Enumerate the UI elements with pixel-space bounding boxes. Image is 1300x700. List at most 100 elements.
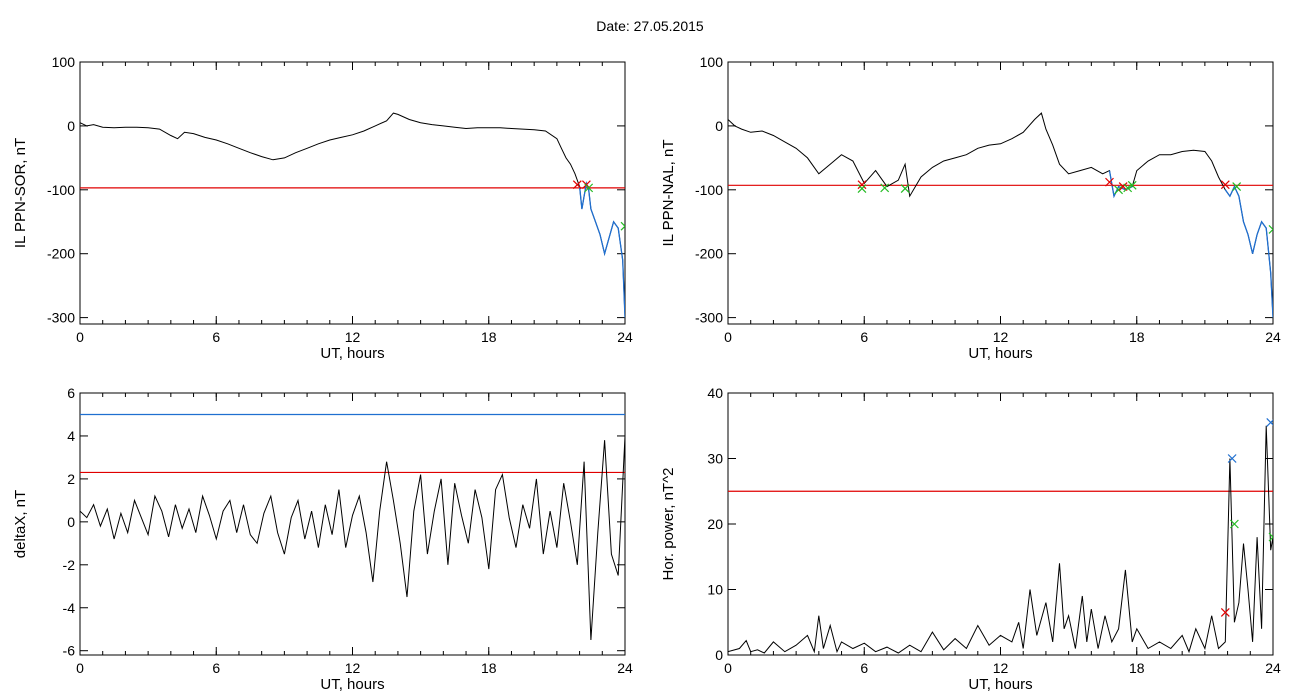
x-tick-label: 6 bbox=[860, 329, 868, 345]
marker-green bbox=[900, 184, 910, 193]
x-tick-label: 24 bbox=[617, 329, 633, 345]
plot-frame bbox=[79, 392, 626, 656]
storm-segment-line bbox=[1224, 185, 1273, 318]
panel-4: 0 6 12 18 24 40 30 20 10 0 UT, hours Hor. power, nT… bbox=[660, 385, 1281, 693]
y-tick-label: 2 bbox=[67, 471, 75, 487]
marker-green bbox=[1229, 519, 1239, 529]
x-tick-label: 12 bbox=[993, 329, 1009, 345]
y-axis-label: deltaX, nT bbox=[12, 490, 29, 558]
y-axis-label: IL PPN-NAL, nT bbox=[660, 140, 677, 247]
x-axis-label: UT, hours bbox=[968, 345, 1032, 362]
x-tick-label: 6 bbox=[212, 660, 220, 676]
y-tick-label: -100 bbox=[695, 182, 723, 198]
x-axis-label: UT, hours bbox=[320, 676, 384, 693]
x-tick-label: 6 bbox=[860, 660, 868, 676]
y-tick-label: 100 bbox=[52, 54, 76, 70]
x-tick-label: 0 bbox=[724, 329, 732, 345]
y-tick-label: 0 bbox=[715, 118, 723, 134]
y-tick-label: -6 bbox=[63, 643, 76, 659]
marker-stroke bbox=[1232, 182, 1242, 192]
x-tick-label: 0 bbox=[724, 660, 732, 676]
marker-red bbox=[857, 180, 867, 190]
series-line bbox=[80, 435, 625, 641]
marker-stroke bbox=[620, 225, 625, 231]
y-tick-label: -2 bbox=[63, 557, 76, 573]
x-tick-label: 18 bbox=[1129, 660, 1145, 676]
y-tick-label: 6 bbox=[67, 385, 75, 401]
marker-green bbox=[1268, 532, 1273, 542]
marker-green bbox=[1268, 225, 1273, 234]
x-tick-label: 0 bbox=[76, 660, 84, 676]
marker-stroke bbox=[1227, 454, 1237, 463]
marker-green bbox=[1114, 185, 1124, 195]
marker-stroke bbox=[900, 184, 910, 193]
marker-stroke bbox=[1105, 177, 1114, 187]
y-tick-label: 0 bbox=[67, 514, 75, 530]
y-tick-label: 10 bbox=[707, 582, 723, 598]
marker-blue bbox=[1227, 454, 1237, 463]
marker-red bbox=[1220, 180, 1230, 190]
marker-green bbox=[1123, 183, 1133, 193]
marker-stroke bbox=[1220, 180, 1230, 190]
x-axis-label: UT, hours bbox=[968, 676, 1032, 693]
marker-stroke bbox=[1229, 519, 1239, 529]
marker-green bbox=[857, 184, 867, 193]
plot-frame bbox=[727, 61, 1274, 325]
marker-stroke bbox=[857, 184, 867, 193]
marker-stroke bbox=[1118, 182, 1128, 192]
marker-red bbox=[1220, 608, 1230, 617]
marker-stroke bbox=[1268, 536, 1273, 542]
y-tick-label: 0 bbox=[715, 647, 723, 663]
y-axis-label: IL PPN-SOR, nT bbox=[12, 138, 29, 248]
marker-red bbox=[1105, 177, 1114, 187]
series-line bbox=[728, 425, 1273, 654]
x-tick-label: 24 bbox=[1265, 329, 1281, 345]
marker-stroke bbox=[620, 221, 625, 228]
x-tick-label: 18 bbox=[481, 660, 497, 676]
x-tick-label: 18 bbox=[1129, 329, 1145, 345]
marker-stroke bbox=[1268, 228, 1273, 234]
plot-frame bbox=[79, 61, 626, 325]
series-line bbox=[80, 112, 625, 318]
marker-green bbox=[620, 221, 625, 231]
panel-3: 0 6 12 18 24 6 4 2 0 -2 -4 -6 UT, hours deltaX, nT bbox=[12, 385, 633, 693]
marker-stroke bbox=[857, 180, 867, 190]
y-tick-label: -300 bbox=[47, 310, 75, 326]
panel-1: 0 6 12 18 24 100 0 -100 -200 -300 UT, hours IL PPN-… bbox=[12, 54, 633, 362]
marker-stroke bbox=[1123, 183, 1133, 193]
plot-frame bbox=[727, 392, 1274, 656]
y-tick-label: 100 bbox=[700, 54, 724, 70]
y-tick-label: 30 bbox=[707, 451, 723, 467]
marker-stroke bbox=[581, 180, 591, 190]
x-tick-label: 12 bbox=[345, 660, 361, 676]
marker-stroke bbox=[1266, 419, 1273, 427]
y-tick-label: -200 bbox=[47, 246, 75, 262]
marker-stroke bbox=[880, 183, 890, 193]
marker-green bbox=[1127, 180, 1137, 190]
x-tick-label: 24 bbox=[617, 660, 633, 676]
panel-2: 0 6 12 18 24 100 0 -100 -200 -300 UT, hours IL PPN-… bbox=[660, 54, 1281, 362]
x-tick-label: 0 bbox=[76, 329, 84, 345]
storm-segment-line bbox=[578, 180, 625, 318]
marker-green bbox=[880, 183, 890, 193]
y-tick-label: 4 bbox=[67, 428, 75, 444]
marker-stroke bbox=[584, 183, 594, 193]
series-line bbox=[728, 112, 1273, 318]
date-title: Date: 27.05.2015 bbox=[596, 18, 704, 34]
y-tick-label: -100 bbox=[47, 182, 75, 198]
marker-blue bbox=[1266, 418, 1273, 427]
y-tick-label: 20 bbox=[707, 516, 723, 532]
marker-stroke bbox=[1114, 185, 1124, 195]
y-tick-label: -300 bbox=[695, 310, 723, 326]
y-tick-label: 40 bbox=[707, 385, 723, 401]
marker-stroke bbox=[1268, 532, 1273, 538]
x-tick-label: 6 bbox=[212, 329, 220, 345]
marker-stroke bbox=[1268, 225, 1273, 231]
y-tick-label: 0 bbox=[67, 118, 75, 134]
marker-stroke bbox=[1220, 608, 1230, 617]
x-tick-label: 12 bbox=[345, 329, 361, 345]
x-tick-label: 24 bbox=[1265, 660, 1281, 676]
x-tick-label: 18 bbox=[481, 329, 497, 345]
